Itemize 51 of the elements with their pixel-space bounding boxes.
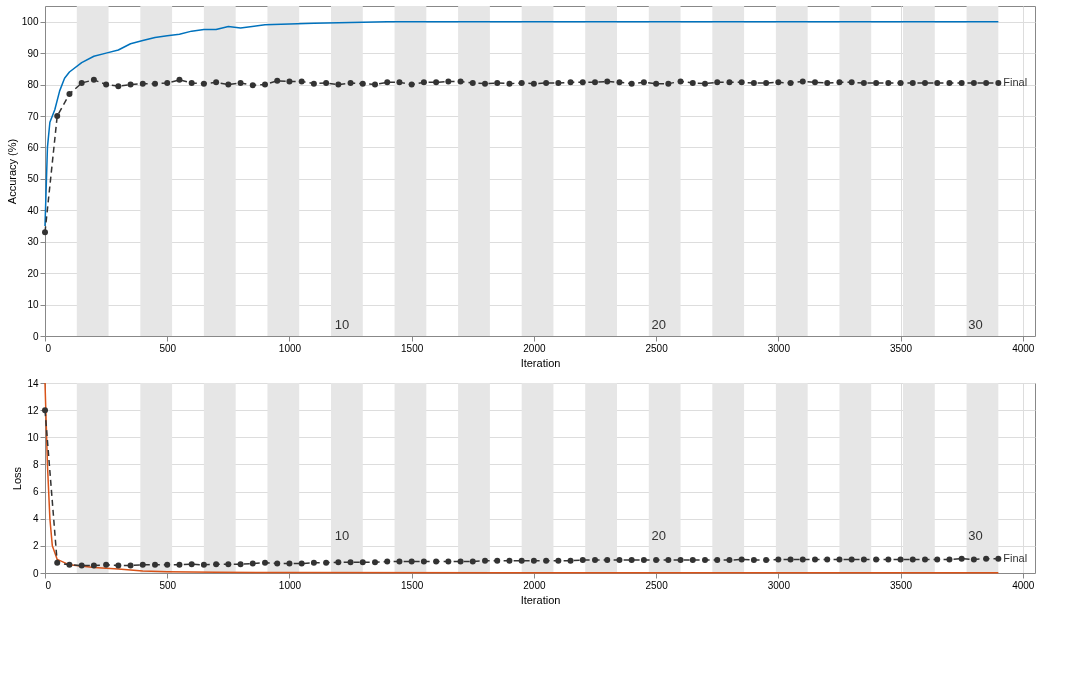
y-tick-label: 0 <box>32 567 39 579</box>
y-tick-label: 70 <box>27 110 39 122</box>
y-tick-label: 30 <box>27 236 39 248</box>
x-axis-title: Iteration <box>520 593 561 606</box>
y-tick-label: 20 <box>27 267 39 279</box>
annotation: 10 <box>334 317 350 332</box>
x-tick-label: 3500 <box>889 579 913 591</box>
y-tick-label: 0 <box>32 330 39 342</box>
y-tick-label: 80 <box>27 79 39 91</box>
line-series <box>44 382 1000 574</box>
x-tick-label: 500 <box>159 342 177 354</box>
annotation: 30 <box>968 528 983 543</box>
y-tick-label: 8 <box>32 458 39 470</box>
x-tick-label: 3500 <box>889 342 913 354</box>
x-tick-label: 1000 <box>278 342 302 354</box>
x-tick-label: 4000 <box>1012 342 1035 354</box>
y-tick-label: 60 <box>27 141 39 153</box>
annotation: 20 <box>651 528 667 543</box>
x-axis-title: Iteration <box>520 356 561 369</box>
annotation: Final <box>1003 76 1028 88</box>
x-tick-label: 0 <box>45 342 52 354</box>
x-tick-label: 1500 <box>401 579 424 591</box>
x-tick-label: 4000 <box>1012 579 1035 591</box>
y-tick-label: 90 <box>27 47 39 59</box>
x-tick-label: 2000 <box>523 342 546 354</box>
y-tick-label: 14 <box>27 377 39 389</box>
y-axis-title: Loss <box>11 466 24 491</box>
y-tick-label: 6 <box>32 486 39 498</box>
y-tick-label: 10 <box>27 431 39 443</box>
x-tick-label: 2500 <box>645 342 669 354</box>
y-tick-label: 100 <box>21 16 39 28</box>
x-tick-label: 500 <box>159 579 177 591</box>
y-tick-label: 2 <box>32 540 39 552</box>
x-tick-label: 0 <box>45 579 52 591</box>
x-tick-label: 1000 <box>278 579 302 591</box>
annotation: 30 <box>968 317 983 332</box>
y-tick-label: 50 <box>27 173 39 185</box>
y-tick-label: 12 <box>27 404 39 416</box>
y-tick-label: 40 <box>27 204 39 216</box>
x-tick-label: 1500 <box>401 342 424 354</box>
y-tick-label: 10 <box>27 299 39 311</box>
annotation: 20 <box>651 317 667 332</box>
annotation: Final <box>1003 551 1028 564</box>
y-axis-title: Accuracy (%) <box>5 138 18 205</box>
x-tick-label: 2500 <box>645 579 669 591</box>
y-tick-label: 4 <box>32 513 39 525</box>
x-tick-label: 2000 <box>523 579 546 591</box>
annotation: 10 <box>334 528 350 543</box>
x-tick-label: 3000 <box>767 579 791 591</box>
line-series <box>44 20 1000 227</box>
x-tick-label: 3000 <box>767 342 791 354</box>
